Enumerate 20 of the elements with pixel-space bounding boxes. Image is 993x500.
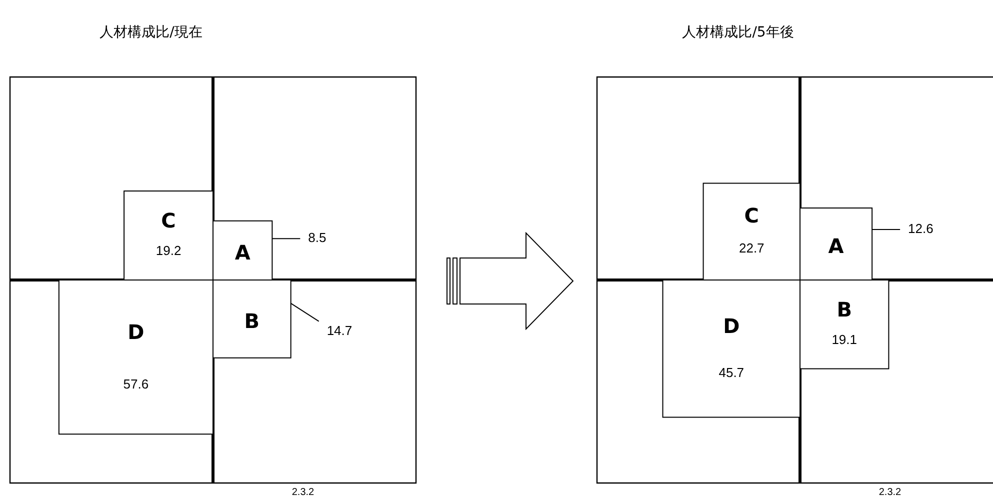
data-label: 57.6	[123, 376, 149, 392]
text: 人材構成比/5年後	[682, 24, 794, 41]
category-label: B	[244, 309, 260, 334]
category-label: D	[723, 314, 740, 338]
text: 人材構成比/現在	[100, 24, 202, 41]
data-label: 22.7	[738, 240, 764, 256]
data-label: 8.5	[308, 230, 326, 246]
category-label: D	[128, 320, 144, 344]
text: 2.3.2	[292, 486, 315, 498]
category-label: A	[234, 240, 251, 265]
data-label: 19.2	[156, 243, 182, 258]
data-label: 45.7	[718, 364, 744, 380]
data-label: 14.7	[326, 322, 352, 338]
data-label: 12.6	[908, 221, 934, 236]
category-label: A	[828, 234, 844, 258]
data-label: 19.1	[832, 332, 858, 347]
category-label: C	[161, 208, 176, 232]
category-label: B	[836, 297, 852, 322]
text: 2.3.2	[878, 486, 902, 498]
category-label: C	[744, 203, 759, 228]
